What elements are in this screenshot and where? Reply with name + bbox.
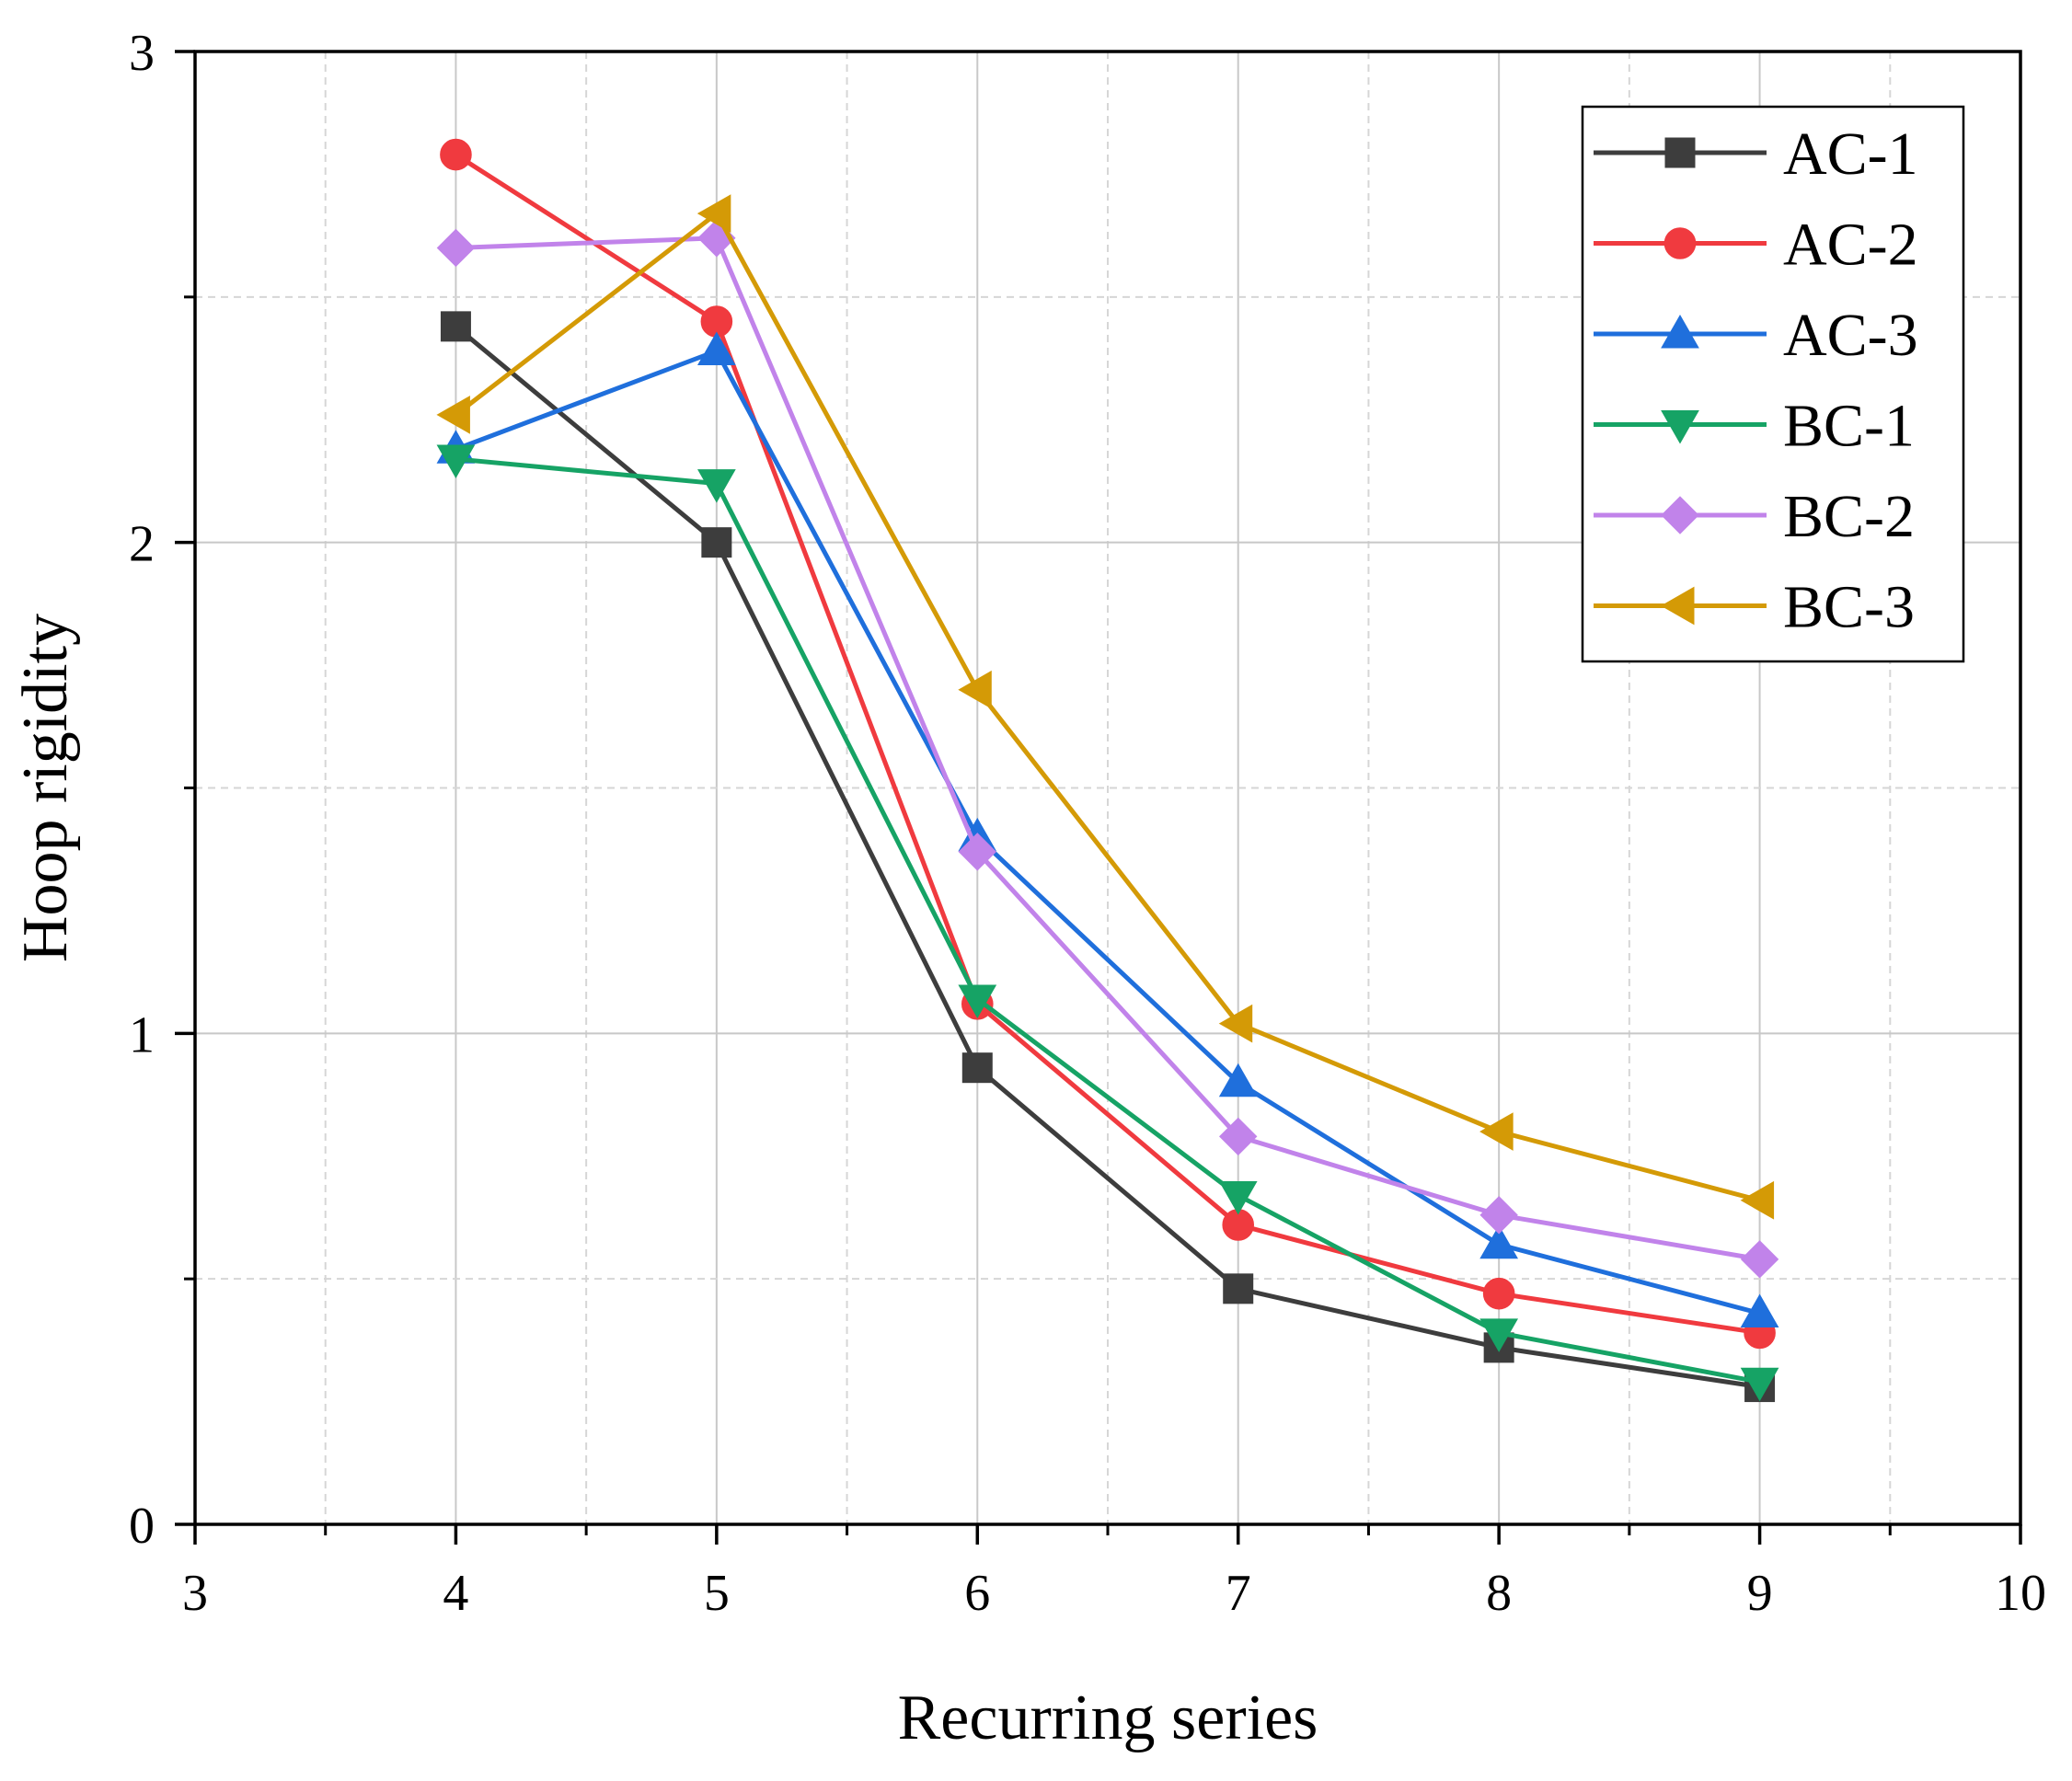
data-series bbox=[436, 138, 1779, 1403]
legend-label-bc-2: BC-2 bbox=[1783, 483, 1915, 550]
legend-entry-ac-2: AC-2 bbox=[1594, 212, 1918, 279]
series-bc-1 bbox=[436, 444, 1779, 1402]
y-tick-label: 3 bbox=[129, 25, 155, 82]
data-point-bc-1-x7 bbox=[1218, 1180, 1258, 1215]
legend-swatch-marker-ac-1 bbox=[1664, 137, 1696, 168]
x-tick-label: 9 bbox=[1747, 1565, 1773, 1622]
x-tick-label: 3 bbox=[182, 1565, 208, 1622]
legend-swatch-marker-ac-2 bbox=[1663, 227, 1697, 259]
series-line-bc-3 bbox=[454, 211, 1761, 1203]
data-point-ac-2-x4 bbox=[440, 138, 472, 171]
legend-label-ac-3: AC-3 bbox=[1783, 302, 1918, 369]
legend-box bbox=[1581, 105, 1965, 663]
legend-entry-bc-3: BC-3 bbox=[1594, 574, 1915, 641]
data-point-ac-3-x7 bbox=[1218, 1063, 1258, 1097]
legend-label-ac-1: AC-1 bbox=[1783, 121, 1918, 188]
x-axis-title: Recurring series bbox=[898, 1683, 1318, 1753]
data-point-bc-3-x4 bbox=[436, 396, 470, 434]
y-tick-label: 2 bbox=[129, 516, 155, 573]
data-point-bc-1-x5 bbox=[696, 469, 736, 503]
x-tick-label: 4 bbox=[443, 1565, 468, 1622]
data-point-bc-3-x8 bbox=[1479, 1112, 1514, 1151]
x-tick-label: 6 bbox=[964, 1565, 990, 1622]
data-point-ac-1-x5 bbox=[701, 527, 732, 558]
series-bc-2 bbox=[436, 219, 1779, 1279]
data-point-bc-3-x7 bbox=[1218, 1004, 1253, 1043]
data-point-bc-1-x4 bbox=[436, 444, 476, 478]
data-point-ac-2-x8 bbox=[1482, 1277, 1515, 1310]
data-point-bc-1-x6 bbox=[958, 984, 997, 1018]
data-point-ac-3-x8 bbox=[1479, 1224, 1519, 1259]
y-axis-title: Hoop rigidity bbox=[10, 614, 81, 962]
data-point-ac-3-x5 bbox=[696, 331, 736, 366]
x-tick-label: 8 bbox=[1486, 1565, 1512, 1622]
data-point-bc-1-x8 bbox=[1479, 1318, 1519, 1352]
data-point-bc-2-x9 bbox=[1740, 1240, 1779, 1279]
legend-entry-bc-2: BC-2 bbox=[1594, 483, 1915, 550]
series-line-ac-3 bbox=[455, 349, 1761, 1316]
legend: AC-1 AC-2 AC-3 BC-1 BC-2 BC-3 bbox=[1581, 105, 1965, 663]
legend-entry-bc-1: BC-1 bbox=[1594, 393, 1915, 460]
data-point-bc-3-x6 bbox=[958, 670, 992, 709]
legend-swatch-marker-bc-3 bbox=[1660, 586, 1695, 626]
data-point-bc-2-x8 bbox=[1479, 1196, 1518, 1235]
data-point-bc-3-x5 bbox=[696, 194, 731, 233]
series-line-ac-2 bbox=[455, 152, 1760, 1336]
y-tick-label: 1 bbox=[129, 1006, 155, 1063]
series-ac-2 bbox=[440, 138, 1776, 1350]
data-point-ac-3-x9 bbox=[1740, 1293, 1779, 1328]
data-point-ac-1-x4 bbox=[440, 311, 471, 342]
x-tick-label: 5 bbox=[704, 1565, 730, 1622]
legend-swatch-marker-bc-1 bbox=[1661, 410, 1699, 444]
data-point-ac-1-x7 bbox=[1223, 1273, 1254, 1304]
data-point-ac-1-x6 bbox=[961, 1052, 993, 1084]
legend-label-bc-1: BC-1 bbox=[1783, 393, 1915, 460]
legend-entry-ac-1: AC-1 bbox=[1594, 121, 1918, 188]
series-line-bc-1 bbox=[455, 456, 1761, 1385]
legend-entry-ac-3: AC-3 bbox=[1594, 302, 1918, 369]
legend-swatch-marker-bc-2 bbox=[1661, 496, 1699, 534]
legend-swatch-marker-ac-3 bbox=[1661, 314, 1699, 349]
data-point-bc-3-x9 bbox=[1740, 1180, 1775, 1220]
data-point-bc-1-x9 bbox=[1740, 1367, 1779, 1402]
series-bc-3 bbox=[436, 194, 1775, 1220]
y-tick-label: 0 bbox=[129, 1498, 155, 1555]
series-line-ac-1 bbox=[454, 324, 1760, 1390]
data-point-bc-2-x6 bbox=[958, 833, 996, 871]
data-point-bc-2-x4 bbox=[436, 228, 476, 268]
legend-label-bc-3: BC-3 bbox=[1783, 574, 1915, 641]
x-tick-label: 7 bbox=[1226, 1565, 1251, 1622]
legend-label-ac-2: AC-2 bbox=[1783, 212, 1918, 279]
axes: 3 4 5 6 7 8 9 10 0 1 2 3 bbox=[129, 25, 2046, 1622]
series-line-bc-2 bbox=[455, 236, 1760, 1262]
x-tick-label: 10 bbox=[1995, 1565, 2046, 1622]
data-point-bc-2-x7 bbox=[1219, 1117, 1258, 1156]
